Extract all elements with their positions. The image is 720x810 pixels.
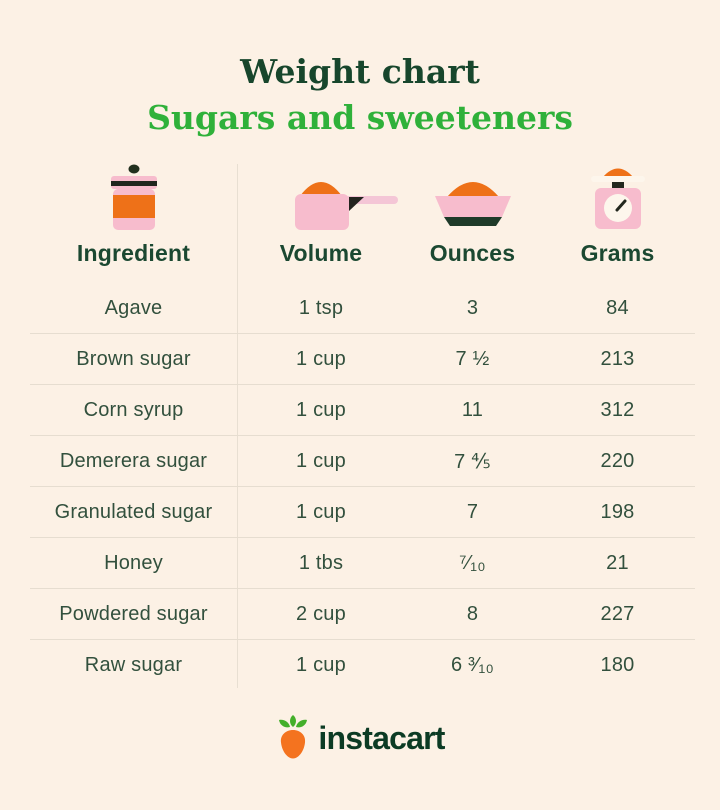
grams-cell: 180 xyxy=(600,653,635,676)
page-title: Weight chart xyxy=(240,52,480,91)
volume-cell: 1 cup xyxy=(296,449,346,472)
table-row: Raw sugar 1 cup 6 ³⁄₁₀ 180 xyxy=(30,639,695,690)
column-header-volume: Volume xyxy=(279,239,363,266)
ingredient-cell: Honey xyxy=(104,551,163,574)
ounces-icon-cell xyxy=(433,173,513,230)
grams-cell: 198 xyxy=(600,500,635,523)
volume-cell: 1 cup xyxy=(296,500,346,523)
ingredient-cell: Agave xyxy=(104,296,163,319)
ounces-cell: 7 xyxy=(466,500,479,523)
volume-icon-cell xyxy=(287,172,399,230)
column-header-ingredient: Ingredient xyxy=(76,239,191,266)
grams-cell: 84 xyxy=(606,296,629,319)
ingredient-cell: Brown sugar xyxy=(76,347,191,370)
ingredient-cell: Demerera sugar xyxy=(59,449,208,472)
table-row: Granulated sugar 1 cup 7 198 xyxy=(30,486,695,537)
table-row: Agave 1 tsp 3 84 xyxy=(30,283,695,333)
ingredient-cell: Powdered sugar xyxy=(59,602,208,625)
grams-cell: 213 xyxy=(600,347,635,370)
column-header-grams: Grams xyxy=(580,239,655,266)
volume-cell: 1 cup xyxy=(296,653,346,676)
kitchen-scale-icon xyxy=(590,168,645,229)
grams-icon-cell xyxy=(586,164,650,230)
sugar-jar-icon xyxy=(110,164,157,230)
grams-cell: 220 xyxy=(600,449,635,472)
table-row: Corn syrup 1 cup 11 312 xyxy=(30,384,695,435)
table-row: Brown sugar 1 cup 7 ½ 213 xyxy=(30,333,695,384)
instacart-logo: instacart xyxy=(0,712,720,764)
page-subtitle: Sugars and sweeteners xyxy=(147,98,573,137)
volume-cell: 1 tbs xyxy=(298,551,344,574)
measuring-cup-icon xyxy=(295,182,398,230)
table-header-row: Ingredient Volume Ounces Grams xyxy=(30,234,695,272)
ingredient-cell: Raw sugar xyxy=(84,653,183,676)
grams-cell: 21 xyxy=(606,551,629,574)
table-body: Agave 1 tsp 3 84 Brown sugar 1 cup 7 ½ 2… xyxy=(30,283,695,690)
volume-cell: 1 tsp xyxy=(298,296,344,319)
table-row: Honey 1 tbs ⁷⁄₁₀ 21 xyxy=(30,537,695,588)
volume-cell: 1 cup xyxy=(296,398,346,421)
volume-cell: 2 cup xyxy=(296,602,346,625)
carrot-icon xyxy=(279,715,308,759)
ounces-cell: 11 xyxy=(461,398,484,421)
grams-cell: 227 xyxy=(600,602,635,625)
ingredient-cell: Corn syrup xyxy=(83,398,184,421)
ounces-cell: 7 ½ xyxy=(455,347,490,370)
ounces-cell: 7 ⅘ xyxy=(454,450,491,473)
table-row: Powdered sugar 2 cup 8 227 xyxy=(30,588,695,639)
volume-cell: 1 cup xyxy=(296,347,346,370)
table-row: Demerera sugar 1 cup 7 ⅘ 220 xyxy=(30,435,695,486)
icons-row xyxy=(30,160,695,230)
ounces-cell: 3 xyxy=(466,296,479,319)
ounces-cell: 8 xyxy=(466,602,479,625)
ounces-cell: ⁷⁄₁₀ xyxy=(459,551,486,574)
ingredient-icon-cell xyxy=(106,164,162,230)
grams-cell: 312 xyxy=(600,398,635,421)
sugar-bowl-icon xyxy=(434,182,511,226)
column-header-ounces: Ounces xyxy=(429,239,516,266)
logo-text: instacart xyxy=(318,719,445,756)
column-divider xyxy=(237,164,238,688)
ounces-cell: 6 ³⁄₁₀ xyxy=(451,653,494,676)
ingredient-cell: Granulated sugar xyxy=(54,500,213,523)
